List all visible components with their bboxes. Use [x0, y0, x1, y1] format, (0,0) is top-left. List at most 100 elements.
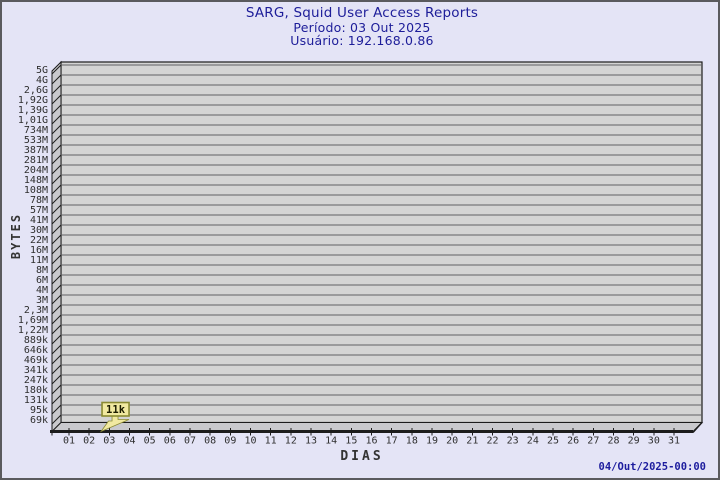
x-tick-label: 15 — [345, 436, 357, 447]
x-tick-label: 10 — [244, 436, 256, 447]
x-tick-label: 11 — [265, 436, 277, 447]
x-tick-label: 30 — [648, 436, 660, 447]
y-tick — [51, 144, 62, 155]
x-tick-label: 07 — [184, 436, 196, 447]
y-tick — [51, 134, 62, 145]
y-tick-label: 41M — [30, 215, 48, 226]
y-tick-label: 69k — [30, 415, 48, 426]
y-tick-label: 1,92G — [18, 95, 48, 106]
y-tick — [51, 164, 62, 175]
chart-title: SARG, Squid User Access Reports — [245, 5, 479, 21]
x-tick-label: 02 — [83, 436, 95, 447]
generated-timestamp: 04/Out/2025-00:00 — [598, 461, 706, 473]
y-tick-label: 204M — [24, 165, 48, 176]
y-tick-label: 646k — [24, 345, 48, 356]
chart-user: Usuário: 192.168.0.86 — [290, 33, 434, 48]
y-tick — [51, 104, 62, 115]
y-tick — [51, 64, 62, 75]
y-tick — [51, 334, 62, 345]
y-tick-label: 341k — [24, 365, 48, 376]
x-tick-label: 12 — [285, 436, 297, 447]
y-tick-label: 889k — [24, 335, 48, 346]
y-tick — [51, 74, 62, 85]
y-tick — [51, 154, 62, 165]
x-tick-label: 04 — [123, 436, 135, 447]
x-tick-label: 17 — [386, 436, 398, 447]
y-tick-label: 1,69M — [18, 315, 48, 326]
y-tick-label: 4M — [36, 285, 48, 296]
x-tick-label: 20 — [446, 436, 458, 447]
y-tick — [51, 254, 62, 265]
y-tick — [51, 344, 62, 355]
y-tick — [51, 224, 62, 235]
x-tick-label: 31 — [668, 436, 680, 447]
x-tick-label: 27 — [587, 436, 599, 447]
y-tick — [51, 324, 62, 335]
y-tick — [51, 374, 62, 385]
y-tick — [51, 294, 62, 305]
x-tick-label: 19 — [426, 436, 438, 447]
x-axis-title: DIAS — [340, 449, 384, 464]
y-tick — [51, 114, 62, 125]
x-tick-label: 22 — [486, 436, 498, 447]
y-tick-label: 734M — [24, 125, 48, 136]
x-tick-label: 25 — [547, 436, 559, 447]
y-tick — [51, 384, 62, 395]
y-tick — [51, 274, 62, 285]
y-tick-label: 30M — [30, 225, 48, 236]
x-tick-label: 01 — [63, 436, 75, 447]
y-axis-title: BYTES — [9, 212, 23, 260]
x-tick-label: 18 — [406, 436, 418, 447]
x-tick-label: 08 — [204, 436, 216, 447]
x-tick-label: 26 — [567, 436, 579, 447]
y-tick — [51, 244, 62, 255]
y-tick — [51, 304, 62, 315]
y-tick-label: 533M — [24, 135, 48, 146]
y-tick-label: 95k — [30, 405, 48, 416]
chart-period: Período: 03 Out 2025 — [293, 19, 431, 35]
y-tick-label: 57M — [30, 205, 48, 216]
y-tick — [51, 284, 62, 295]
x-tick-label: 23 — [507, 436, 519, 447]
y-tick-label: 2,3M — [24, 305, 48, 316]
y-tick — [51, 234, 62, 245]
y-tick — [51, 364, 62, 375]
y-tick-label: 2,6G — [24, 85, 48, 96]
value-flag-box — [101, 401, 130, 417]
y-tick — [51, 214, 62, 225]
chart-header: SARG, Squid User Access Reports Período:… — [2, 5, 718, 48]
y-tick-label: 108M — [24, 185, 48, 196]
x-tick-label: 21 — [466, 436, 478, 447]
y-tick — [51, 314, 62, 325]
y-tick — [51, 414, 62, 425]
x-tick-label: 14 — [325, 436, 337, 447]
y-tick-label: 5G — [36, 65, 48, 76]
x-tick-label: 03 — [103, 436, 115, 447]
y-tick — [51, 264, 62, 275]
plot-area — [60, 61, 703, 424]
y-tick — [51, 94, 62, 105]
y-tick-label: 78M — [30, 195, 48, 206]
x-tick-label: 28 — [607, 436, 619, 447]
y-tick — [51, 204, 62, 215]
y-tick-label: 1,01G — [18, 115, 48, 126]
x-tick-label: 09 — [224, 436, 236, 447]
y-tick-label: 4G — [36, 75, 48, 86]
y-tick — [51, 404, 62, 415]
y-tick-label: 131k — [24, 395, 48, 406]
y-tick — [51, 194, 62, 205]
y-tick — [51, 84, 62, 95]
y-tick-label: 6M — [36, 275, 48, 286]
y-tick-label: 11M — [30, 255, 48, 266]
y-tick-label: 180k — [24, 385, 48, 396]
x-tick-label: 24 — [527, 436, 539, 447]
y-tick — [51, 184, 62, 195]
x-axis-corner — [692, 422, 703, 433]
y-tick-label: 281M — [24, 155, 48, 166]
y-tick-label: 247k — [24, 375, 48, 386]
y-tick-label: 22M — [30, 235, 48, 246]
y-tick-label: 3M — [36, 295, 48, 306]
y-tick-label: 148M — [24, 175, 48, 186]
